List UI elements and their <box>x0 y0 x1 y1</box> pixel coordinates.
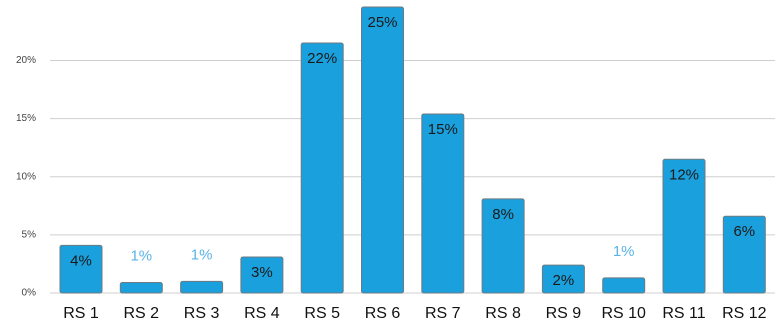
y-tick-label: 20% <box>16 55 36 66</box>
x-tick-label: RS 8 <box>485 305 521 322</box>
value-label: 22% <box>307 50 337 67</box>
value-label: 12% <box>669 166 699 183</box>
value-label: 2% <box>553 272 575 289</box>
x-tick-label: RS 2 <box>124 305 160 322</box>
x-tick-label: RS 12 <box>722 305 767 322</box>
y-tick-label: 0% <box>22 288 37 299</box>
bar <box>119 282 163 294</box>
y-tick-label: 15% <box>16 113 36 124</box>
value-label: 15% <box>428 121 458 138</box>
value-label: 3% <box>251 264 273 281</box>
y-tick-label: 10% <box>16 171 36 182</box>
x-tick-label: RS 10 <box>601 305 646 322</box>
value-label: 1% <box>130 248 152 265</box>
bar <box>541 264 585 294</box>
bar <box>481 198 525 294</box>
bar <box>300 42 344 294</box>
bar <box>662 158 706 294</box>
x-tick-label: RS 9 <box>546 305 582 322</box>
x-tick-label: RS 6 <box>365 305 401 322</box>
x-tick-label: RS 4 <box>244 305 280 322</box>
bar <box>722 215 766 294</box>
x-tick-label: RS 7 <box>425 305 461 322</box>
bar <box>421 113 465 294</box>
x-tick-label: RS 5 <box>304 305 340 322</box>
bar <box>602 277 646 294</box>
value-label: 6% <box>733 223 755 240</box>
bar <box>180 280 224 294</box>
x-tick-label: RS 1 <box>63 305 99 322</box>
value-label: 1% <box>191 246 213 263</box>
value-label: 8% <box>492 206 514 223</box>
x-tick-label: RS 11 <box>662 305 705 322</box>
bar <box>240 256 284 294</box>
value-label: 4% <box>70 252 92 269</box>
x-tick-label: RS 3 <box>184 305 220 322</box>
value-label: 1% <box>613 243 635 260</box>
bar <box>361 6 404 294</box>
y-tick-label: 5% <box>22 230 37 241</box>
bar <box>59 244 103 294</box>
value-label: 25% <box>367 14 397 31</box>
